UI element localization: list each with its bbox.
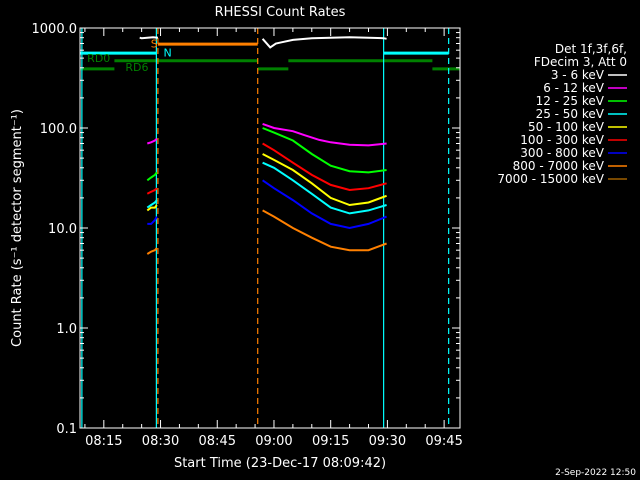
legend-entry-label: 25 - 50 keV bbox=[536, 107, 605, 121]
series-line bbox=[261, 36, 387, 49]
series-line bbox=[262, 127, 387, 174]
legend-entry-label: 7000 - 15000 keV bbox=[497, 172, 604, 186]
series-line bbox=[262, 153, 387, 207]
legend-header-line-1: Det 1f,3f,6f, bbox=[555, 42, 627, 56]
y-tick-label: 0.1 bbox=[56, 422, 77, 437]
footer-date: 2-Sep-2022 12:50 bbox=[555, 468, 636, 478]
series-line bbox=[146, 199, 158, 209]
legend-entry-label: 800 - 7000 keV bbox=[513, 159, 605, 173]
x-axis-ticks: 08:15 08:30 08:45 09:00 09:15 09:30 09:45 bbox=[84, 28, 463, 449]
legend-entry-label: 3 - 6 keV bbox=[551, 68, 605, 82]
status-bars bbox=[80, 42, 460, 71]
marker-label: S bbox=[151, 37, 158, 50]
marker-label: N bbox=[164, 46, 172, 59]
legend: Det 1f,3f,6f, FDecim 3, Att 0 3 - 6 keV6… bbox=[497, 42, 627, 186]
series-line bbox=[147, 216, 158, 225]
x-tick-label: 09:30 bbox=[369, 434, 406, 449]
legend-entry-label: 6 - 12 keV bbox=[543, 81, 605, 95]
series-line bbox=[262, 122, 387, 147]
y-axis-ticks: 1000.0 100.0 10.0 1.0 0.1 bbox=[32, 22, 460, 437]
x-tick-label: 09:00 bbox=[255, 434, 292, 449]
x-tick-label: 09:15 bbox=[312, 434, 349, 449]
x-tick-label: 08:15 bbox=[85, 434, 122, 449]
legend-entry-label: 100 - 300 keV bbox=[520, 133, 604, 147]
series-line bbox=[146, 138, 158, 145]
series-line bbox=[262, 179, 387, 230]
x-axis-label: Start Time (23-Dec-17 08:09:42) bbox=[174, 456, 386, 471]
series-line bbox=[146, 171, 158, 182]
y-tick-label: 10.0 bbox=[48, 222, 77, 237]
series-line bbox=[146, 204, 158, 212]
marker-label: RD0 bbox=[87, 52, 110, 65]
series-line bbox=[146, 247, 158, 255]
chart-title: RHESSI Count Rates bbox=[215, 5, 346, 20]
legend-header-line-2: FDecim 3, Att 0 bbox=[534, 55, 627, 69]
y-tick-label: 1.0 bbox=[56, 322, 77, 337]
series-line bbox=[262, 142, 387, 192]
legend-entry-label: 300 - 800 keV bbox=[520, 146, 604, 160]
x-tick-label: 08:30 bbox=[142, 434, 179, 449]
series-line bbox=[262, 161, 387, 215]
series-lines bbox=[139, 36, 387, 255]
series-line bbox=[262, 209, 387, 252]
legend-entry-label: 50 - 100 keV bbox=[528, 120, 605, 134]
legend-entry-label: 12 - 25 keV bbox=[536, 94, 605, 108]
x-tick-label: 09:45 bbox=[425, 434, 462, 449]
y-tick-label: 100.0 bbox=[40, 122, 77, 137]
series-line bbox=[139, 36, 159, 40]
series-line bbox=[146, 187, 158, 195]
y-axis-label: Count Rate (s⁻¹ detector segment⁻¹) bbox=[10, 109, 25, 347]
x-tick-label: 08:45 bbox=[199, 434, 236, 449]
marker-label: RD6 bbox=[125, 61, 148, 74]
y-tick-label: 1000.0 bbox=[32, 22, 78, 37]
